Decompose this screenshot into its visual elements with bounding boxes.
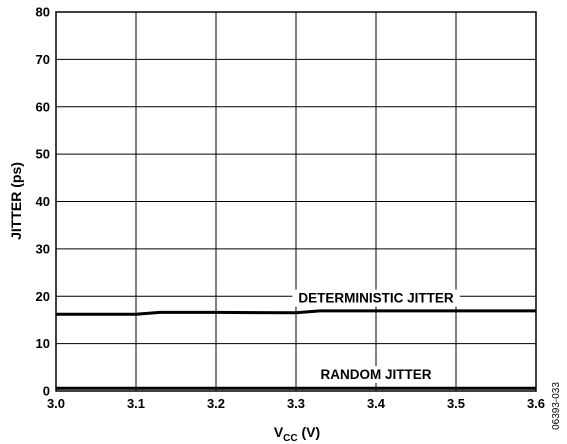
series-label-background: [314, 365, 438, 383]
series-line-deterministic-jitter: [56, 309, 536, 316]
y-tick-label: 20: [36, 289, 50, 304]
x-tick-label: 3.2: [207, 396, 225, 411]
x-tick-label: 3.1: [127, 396, 145, 411]
series-label: RANDOM JITTER: [321, 367, 432, 382]
y-tick-label: 80: [36, 5, 50, 20]
x-tick-label: 3.3: [287, 396, 305, 411]
grid-lines: [56, 12, 536, 391]
series-label: DETERMINISTIC JITTER: [298, 291, 454, 306]
y-tick-label: 0: [43, 384, 50, 399]
y-tick-label: 30: [36, 241, 50, 256]
plot-border: [55, 11, 537, 392]
y-axis-label: JITTER (ps): [8, 162, 24, 240]
x-tick-label: 3.5: [447, 396, 465, 411]
data-series: [56, 309, 536, 390]
x-tick-label: 3.0: [47, 396, 65, 411]
series-labels: DETERMINISTIC JITTER RANDOM JITTER: [292, 289, 460, 383]
y-tick-label: 50: [36, 147, 50, 162]
plot-frame: [55, 11, 537, 392]
x-axis-label: VCC (V): [274, 424, 320, 444]
y-tick-label: 10: [36, 336, 50, 351]
y-tick-label: 70: [36, 52, 50, 67]
x-tick-label: 3.6: [527, 396, 545, 411]
series-label-background: [292, 289, 460, 307]
x-axis-label-main: V: [274, 424, 284, 440]
x-tick-label: 3.4: [367, 396, 386, 411]
x-axis-label-unit: (V): [298, 424, 321, 440]
figure-id: 06393-033: [551, 382, 562, 430]
x-axis-label-subscript: CC: [283, 433, 297, 444]
y-tick-label: 40: [36, 194, 50, 209]
tick-labels: 3.0 3.1 3.2 3.3 3.4 3.5 3.6 0 10 20 30 40 50 60 70 80: [36, 5, 546, 412]
y-tick-label: 60: [36, 99, 50, 114]
